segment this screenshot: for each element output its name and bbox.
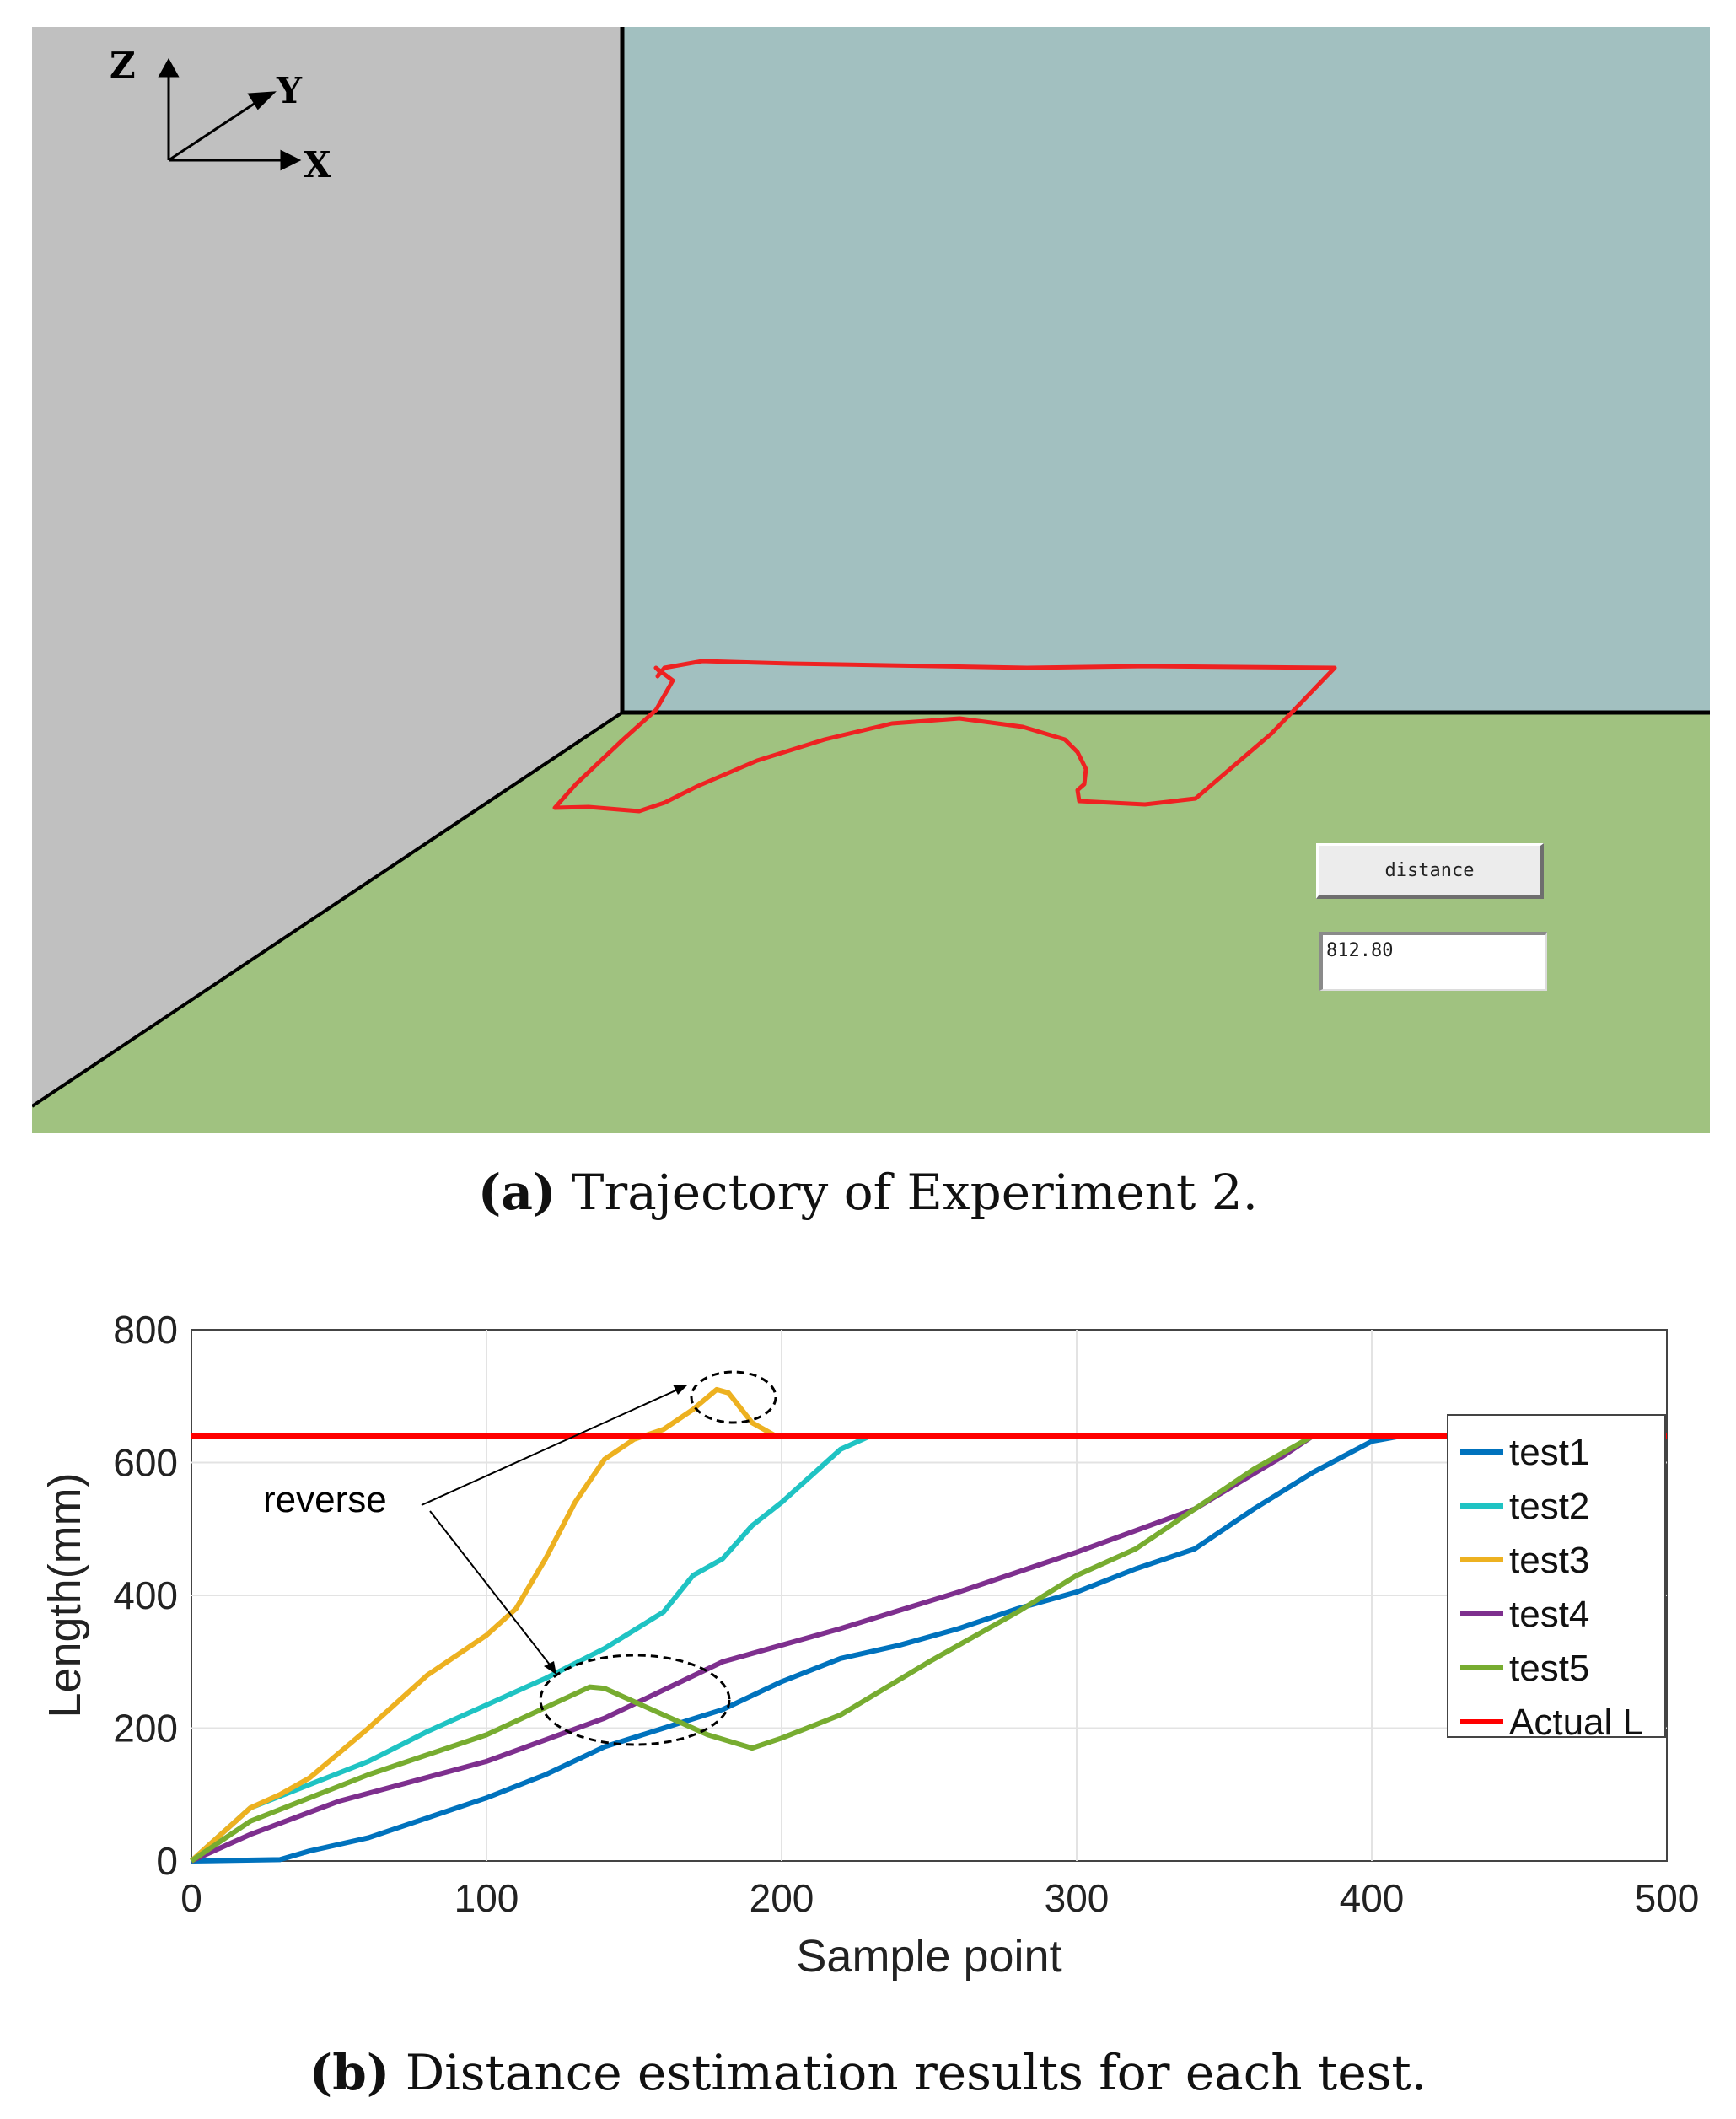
caption-a-text: Trajectory of Experiment 2. [571,1164,1259,1221]
axis-label-z: Z [110,45,136,86]
axis-ticks: 0 100 200 300 400 500 0 200 400 600 800 [113,1308,1699,1920]
axis-indicator [158,57,302,171]
y-axis-label: Length(mm) [40,1472,90,1718]
reverse-label: reverse [263,1479,387,1520]
legend-label: Actual L [1509,1702,1643,1743]
caption-a-label: (a) [477,1164,556,1221]
axis-label-y: Y [276,70,303,111]
x-tick-label: 0 [180,1876,202,1920]
y-tick-label: 400 [113,1573,178,1617]
legend: test1 test2 test3 test4 test5 Actual L [1447,1414,1666,1743]
legend-label: test3 [1509,1540,1589,1581]
reverse-arrowhead-lower [544,1661,556,1675]
distance-value-field[interactable]: 812.80 [1319,932,1547,991]
series-lines [189,1386,1667,1864]
legend-box [1447,1414,1666,1738]
x-tick-label: 200 [750,1876,814,1920]
caption-b: (b) Distance estimation results for each… [0,2044,1736,2101]
x-tick-label: 400 [1340,1876,1405,1920]
reverse-ellipse-upper [690,1370,777,1424]
floor [32,713,1710,1133]
reverse-arrow-lower [429,1510,553,1669]
trajectory-path [552,659,1337,814]
x-tick-label: 100 [454,1876,519,1920]
y-tick-label: 800 [113,1308,178,1352]
y-tick-label: 600 [113,1441,178,1485]
distance-button[interactable]: distance [1316,843,1544,899]
caption-b-label: (b) [309,2044,390,2101]
x-axis-label: Sample point [796,1931,1061,1982]
series-line-test1 [191,1433,1549,1864]
series-line-test2 [189,1433,872,1864]
legend-label: test4 [1509,1594,1589,1635]
series-line-test3 [189,1386,777,1864]
caption-a: (a) Trajectory of Experiment 2. [0,1164,1736,1221]
legend-label: test2 [1509,1486,1589,1527]
series-line-test5 [190,1433,1314,1864]
reverse-annotation: reverse [263,1370,777,1746]
caption-b-text: Distance estimation results for each tes… [405,2044,1427,2101]
grid [191,1330,1667,1861]
reverse-ellipse-lower [539,1654,731,1746]
x-tick-label: 300 [1045,1876,1110,1920]
distance-chart: 0 100 200 300 400 500 0 200 400 600 800 reverse te… [40,1308,1699,1982]
left-wall [32,27,622,1106]
y-tick-label: 200 [113,1707,178,1751]
floor-left-edge [32,711,624,1108]
x-tick-label: 500 [1635,1876,1700,1920]
reverse-arrow-upper [421,1387,682,1506]
legend-label: test5 [1509,1648,1589,1689]
legend-label: test1 [1509,1432,1589,1473]
scene-canvas: Z Y X [32,27,1710,1133]
trajectory-scene: Z Y X distance 812.80 [32,27,1710,1133]
axis-label-x: X [304,144,331,186]
y-tick-label: 0 [156,1839,178,1883]
reverse-arrowhead-upper [673,1385,688,1395]
